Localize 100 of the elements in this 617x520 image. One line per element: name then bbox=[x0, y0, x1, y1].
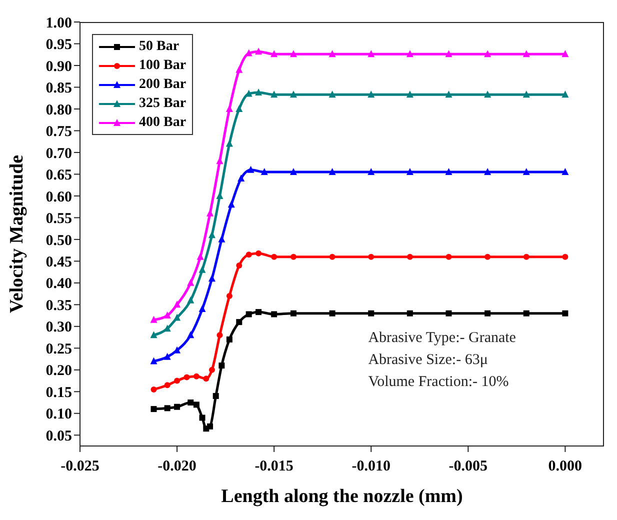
point bbox=[522, 168, 530, 176]
point bbox=[208, 231, 216, 238]
point bbox=[522, 50, 530, 58]
point bbox=[193, 402, 200, 408]
point bbox=[228, 200, 235, 208]
point bbox=[256, 309, 262, 316]
point bbox=[174, 378, 180, 384]
x-tick-label: -0.025 bbox=[60, 458, 100, 475]
point bbox=[216, 192, 224, 199]
annotation: Volume Fraction:- 10% bbox=[368, 373, 510, 392]
point bbox=[236, 66, 243, 73]
point bbox=[270, 50, 278, 58]
y-tick-label: 0.20 bbox=[46, 363, 72, 380]
point bbox=[328, 90, 336, 98]
point bbox=[271, 254, 278, 260]
point bbox=[271, 311, 278, 318]
point bbox=[193, 373, 200, 380]
point bbox=[260, 168, 268, 176]
point bbox=[368, 50, 375, 58]
y-tick-label: 0.30 bbox=[46, 320, 72, 336]
point bbox=[236, 262, 242, 269]
point bbox=[329, 254, 336, 260]
point bbox=[562, 168, 569, 176]
point bbox=[562, 310, 568, 316]
point bbox=[187, 278, 194, 286]
point bbox=[236, 319, 242, 326]
point bbox=[290, 50, 297, 58]
point bbox=[150, 406, 157, 412]
point bbox=[523, 310, 530, 316]
legend-label: 50 Bar bbox=[139, 38, 180, 54]
y-tick-label: 0.50 bbox=[46, 232, 72, 249]
annotation: Abrasive Size:- 63μ bbox=[368, 351, 489, 370]
point bbox=[484, 50, 492, 58]
point bbox=[406, 310, 413, 316]
x-tick-label: -0.020 bbox=[158, 458, 196, 475]
point bbox=[174, 346, 181, 354]
point bbox=[446, 310, 452, 316]
y-tick-label: 0.45 bbox=[46, 254, 72, 271]
point bbox=[255, 48, 262, 55]
point bbox=[445, 168, 452, 176]
point bbox=[198, 305, 206, 312]
y-tick-label: 0.10 bbox=[46, 406, 72, 423]
point bbox=[255, 88, 262, 96]
point bbox=[174, 300, 181, 308]
point bbox=[256, 250, 262, 256]
point bbox=[150, 316, 158, 323]
point bbox=[328, 168, 336, 176]
x-tick-label: -0.010 bbox=[352, 458, 390, 475]
point bbox=[368, 254, 374, 260]
point bbox=[484, 310, 491, 316]
y-tick-label: 1.00 bbox=[46, 15, 72, 32]
point bbox=[406, 90, 414, 98]
point bbox=[270, 90, 278, 98]
point bbox=[216, 157, 224, 164]
y-tick-label: 0.15 bbox=[46, 384, 72, 401]
point bbox=[484, 168, 492, 176]
point bbox=[523, 254, 530, 260]
point bbox=[368, 310, 374, 316]
y-tick-label: 0.05 bbox=[46, 428, 72, 444]
point bbox=[174, 404, 180, 410]
point bbox=[207, 423, 214, 430]
point bbox=[218, 235, 226, 242]
point bbox=[484, 254, 491, 260]
point bbox=[290, 168, 297, 176]
point bbox=[290, 254, 296, 260]
y-tick-label: 0.65 bbox=[46, 168, 72, 184]
point bbox=[216, 332, 223, 338]
point bbox=[208, 366, 215, 373]
point bbox=[247, 166, 254, 173]
point bbox=[198, 266, 206, 273]
point bbox=[150, 331, 158, 338]
point bbox=[226, 140, 233, 147]
legend-label: 400 Bar bbox=[139, 114, 186, 130]
y-tick-label: 0.25 bbox=[46, 341, 72, 358]
point bbox=[196, 252, 204, 260]
point bbox=[164, 324, 171, 332]
point bbox=[406, 168, 414, 176]
point bbox=[164, 405, 170, 412]
y-tick-label: 0.75 bbox=[46, 124, 72, 140]
y-tick-label: 0.35 bbox=[46, 298, 72, 314]
point bbox=[218, 362, 225, 369]
point bbox=[445, 90, 452, 98]
point bbox=[406, 254, 413, 260]
legend-label: 200 Bar bbox=[139, 76, 186, 92]
point bbox=[199, 414, 206, 421]
point bbox=[238, 174, 245, 182]
point bbox=[446, 254, 452, 260]
point bbox=[445, 50, 452, 58]
y-tick-label: 0.60 bbox=[46, 189, 72, 206]
point bbox=[368, 90, 375, 98]
point bbox=[226, 292, 232, 299]
legend-label: 325 Bar bbox=[139, 96, 186, 112]
point bbox=[562, 90, 569, 98]
y-axis-title: Velocity Magnitude bbox=[6, 154, 28, 314]
point bbox=[208, 274, 216, 282]
point bbox=[562, 254, 568, 260]
point bbox=[164, 312, 171, 319]
point bbox=[187, 331, 194, 338]
point bbox=[406, 50, 414, 58]
y-tick-label: 0.70 bbox=[46, 146, 72, 162]
